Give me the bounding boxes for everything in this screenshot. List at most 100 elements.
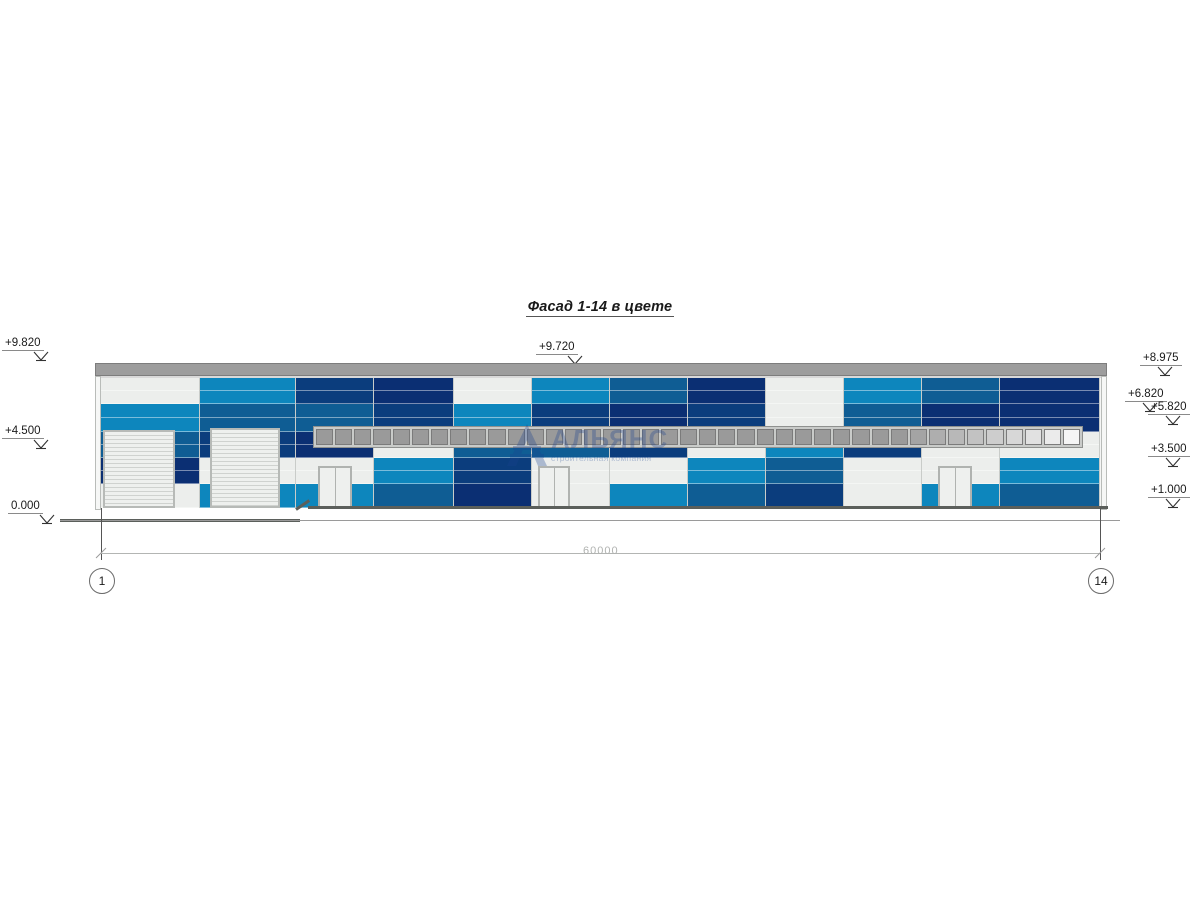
roof-parapet-cap [95, 363, 1107, 376]
window-pane [584, 429, 602, 445]
overall-dimension-line [101, 553, 1100, 554]
sandwich-panel [374, 378, 454, 391]
sandwich-panel [296, 378, 374, 391]
sandwich-panel [532, 445, 610, 458]
window-pane [488, 429, 506, 445]
sandwich-panel [1000, 471, 1100, 484]
window-pane [986, 429, 1004, 445]
sandwich-panel [1000, 458, 1100, 471]
roof-fascia-line [95, 376, 1107, 378]
level-value: +4.500 [2, 425, 44, 439]
window-pane [794, 429, 813, 445]
sandwich-panel [374, 484, 454, 508]
sandwich-panel [532, 378, 610, 391]
door-leaf-left[interactable] [540, 468, 555, 506]
window-pane [430, 429, 449, 445]
sandwich-panel [922, 391, 1000, 404]
window-pane [775, 429, 793, 445]
sandwich-panel [454, 404, 532, 418]
sandwich-panel [844, 484, 922, 508]
door-leaf-left[interactable] [940, 468, 956, 506]
level-arrow-icon [2, 439, 49, 450]
sandwich-panel [296, 445, 374, 458]
sandwich-panel [532, 391, 610, 404]
sandwich-panel [766, 445, 844, 458]
sandwich-panel [454, 445, 532, 458]
sandwich-panel [688, 484, 766, 508]
facade-bay [200, 378, 296, 508]
sandwich-panel [766, 378, 844, 391]
sandwich-panel [766, 471, 844, 484]
dimension-tick-left [95, 547, 107, 559]
corner-column-left [95, 376, 101, 510]
sandwich-panel [766, 484, 844, 508]
window-pane [890, 429, 908, 445]
sandwich-panel [610, 445, 688, 458]
window-pane [967, 429, 985, 445]
level-mark-right-1: +8.975 [1140, 352, 1182, 377]
sandwich-panel [610, 484, 688, 508]
level-value: +5.820 [1148, 401, 1190, 415]
level-mark-left-2: +4.500 [2, 425, 49, 450]
sandwich-panel [454, 391, 532, 404]
personnel-double-door[interactable] [938, 466, 972, 508]
axis-bubble-1[interactable]: 1 [89, 568, 115, 594]
level-arrow-icon [8, 514, 55, 525]
sandwich-panel [610, 471, 688, 484]
door-leaf-right[interactable] [555, 468, 569, 506]
personnel-double-door[interactable] [318, 466, 352, 508]
ground-line-main-section [308, 506, 1108, 509]
window-pane [641, 429, 659, 445]
sandwich-panel [688, 404, 766, 418]
level-mark-right-2: +6.820 [1125, 388, 1167, 413]
sandwich-panel [1000, 378, 1100, 391]
sandwich-panel [454, 458, 532, 471]
door-leaf-right[interactable] [336, 468, 351, 506]
sandwich-panel [200, 391, 296, 404]
level-mark-left-3: 0.000 [8, 500, 55, 525]
personnel-double-door[interactable] [538, 466, 570, 508]
level-arrow-icon [1140, 366, 1182, 377]
window-pane [871, 429, 889, 445]
window-pane [1024, 429, 1042, 445]
door-leaf-left[interactable] [320, 468, 336, 506]
window-pane [1043, 429, 1062, 445]
facade-bay [766, 378, 844, 508]
sandwich-panel [296, 404, 374, 418]
level-value: +9.720 [536, 341, 578, 355]
level-arrow-icon [2, 351, 49, 362]
axis-bubble-14[interactable]: 14 [1088, 568, 1114, 594]
facade-panel-grid [95, 378, 1107, 508]
level-arrow-icon [1125, 402, 1167, 413]
window-pane [1005, 429, 1023, 445]
window-pane [699, 429, 717, 445]
window-pane [948, 429, 966, 445]
window-pane [411, 429, 429, 445]
door-leaf-right[interactable] [956, 468, 971, 506]
axis-leader-left [101, 508, 102, 560]
level-arrow-icon [1148, 498, 1190, 509]
level-value: 0.000 [8, 500, 43, 514]
axis-bubble-label: 1 [98, 574, 106, 588]
window-pane [335, 429, 353, 445]
sandwich-panel [374, 404, 454, 418]
overhead-sectional-door[interactable] [103, 430, 175, 508]
sandwich-panel [95, 378, 200, 391]
sandwich-panel [1000, 484, 1100, 508]
sandwich-panel [296, 391, 374, 404]
facade-bay [95, 378, 200, 508]
window-pane [526, 429, 544, 445]
sandwich-panel [844, 378, 922, 391]
facade-bay [296, 378, 374, 508]
window-pane [814, 429, 832, 445]
sandwich-panel [844, 391, 922, 404]
level-mark-right-5: +1.000 [1148, 484, 1190, 509]
sandwich-panel [454, 471, 532, 484]
window-pane [469, 429, 487, 445]
overhead-sectional-door[interactable] [210, 428, 280, 508]
window-pane [852, 429, 870, 445]
level-arrow-icon [1148, 415, 1190, 426]
axis-bubble-label: 14 [1094, 574, 1108, 588]
level-mark-right-3: +5.820 [1148, 401, 1190, 426]
sandwich-panel [95, 404, 200, 418]
